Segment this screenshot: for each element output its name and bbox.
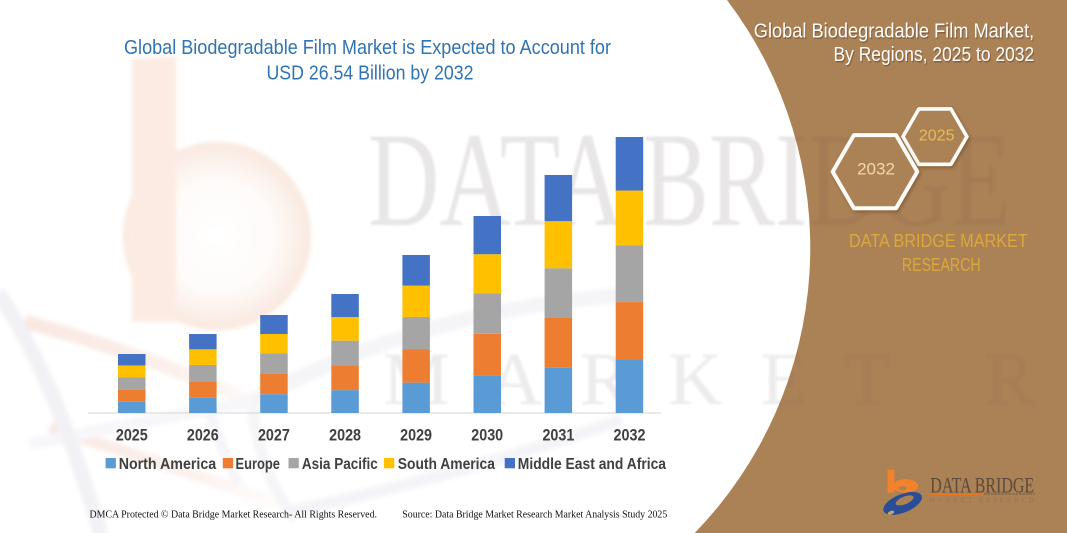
svg-text:Global Biodegradable Film Mark: Global Biodegradable Film Market, [755,22,1035,44]
svg-text:2030: 2030 [471,426,503,444]
svg-text:2025: 2025 [116,426,148,444]
svg-text:2027: 2027 [258,426,290,444]
svg-text:DATA BRIDGE: DATA BRIDGE [930,473,1034,498]
svg-text:Asia Pacific: Asia Pacific [302,456,378,473]
svg-text:South America: South America [398,456,495,473]
svg-text:MARKET RESEARCH: MARKET RESEARCH [929,496,1034,504]
svg-text:2032: 2032 [614,426,646,444]
svg-text:2031: 2031 [542,426,574,444]
svg-text:2028: 2028 [329,426,361,444]
svg-text:Global Biodegradable Film Mark: Global Biodegradable Film Market is Expe… [124,37,611,59]
svg-text:DATA BRIDGE MARKET: DATA BRIDGE MARKET [849,231,1028,251]
svg-text:2032: 2032 [857,160,895,179]
svg-text:Middle East and Africa: Middle East and Africa [518,456,667,473]
svg-text:North America: North America [119,456,217,473]
svg-text:2025: 2025 [919,128,955,145]
svg-text:Global Biodegradable Film Mark: Global Biodegradable Film Market, [754,21,1034,43]
svg-text:USD 26.54 Billion by 2032: USD 26.54 Billion by 2032 [267,63,474,85]
svg-text:Europe: Europe [236,456,281,473]
svg-text:2029: 2029 [400,426,432,444]
svg-text:DMCA Protected © Data Bridge M: DMCA Protected © Data Bridge Market Rese… [90,508,378,520]
svg-text:By Regions, 2025 to 2032: By Regions, 2025 to 2032 [835,45,1036,67]
svg-text:Source: Data Bridge Market Res: Source: Data Bridge Market Research Mark… [402,508,667,520]
svg-text:2026: 2026 [187,426,219,444]
svg-text:By Regions, 2025 to 2032: By Regions, 2025 to 2032 [834,44,1035,66]
svg-text:RESEARCH: RESEARCH [902,255,981,275]
